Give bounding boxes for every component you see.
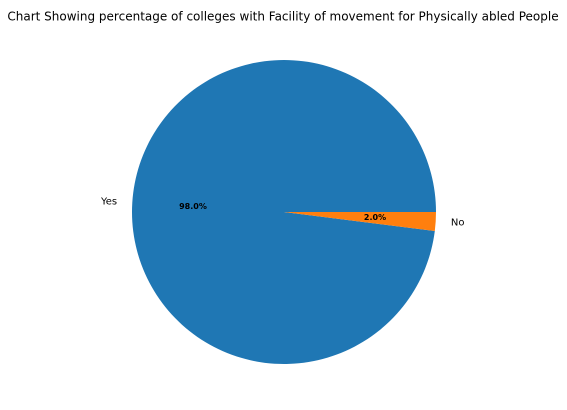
pie-slice-no (284, 212, 436, 232)
slice-label-yes: Yes (100, 197, 117, 208)
slice-percent-yes: 98.0% (179, 202, 207, 211)
pie-slice-yes (132, 59, 436, 364)
pie-labels: Yes 98.0% No 2.0% (100, 197, 465, 229)
slice-percent-no: 2.0% (364, 213, 386, 222)
slice-label-no: No (451, 217, 465, 228)
pie-slices (132, 59, 436, 364)
chart-title: Chart Showing percentage of colleges wit… (7, 10, 558, 24)
